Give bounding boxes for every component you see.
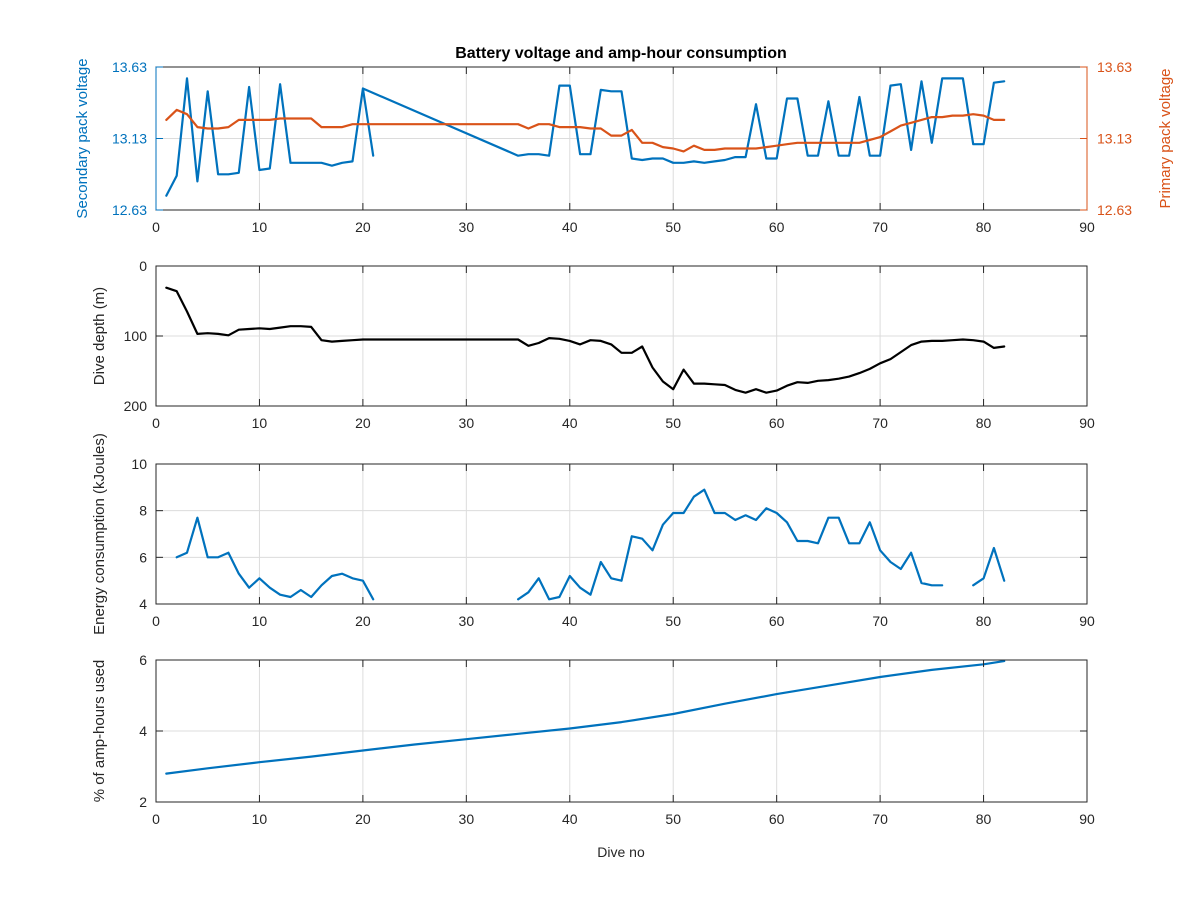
y-tick-label: 10: [131, 456, 147, 472]
subplot-1: 0 10 20 30 40 50 60 70 80 9012.6313.1313.6312.631…: [74, 58, 1174, 235]
axes-box: [155, 463, 1088, 605]
y-tick-label: 13.63: [112, 59, 147, 75]
x-tick-label: 30: [459, 811, 475, 827]
x-tick-label: 40: [562, 415, 578, 431]
x-tick-label: 70: [872, 415, 888, 431]
x-tick-label: 60: [769, 219, 785, 235]
x-tick-label: 70: [872, 811, 888, 827]
x-tick-label: 50: [665, 415, 681, 431]
x-tick-label: 80: [976, 415, 992, 431]
x-tick-label: 20: [355, 219, 371, 235]
x-tick-label: 20: [355, 613, 371, 629]
x-tick-label: 10: [252, 811, 268, 827]
y-tick-label: 6: [139, 549, 147, 565]
y2-tick-label: 13.63: [1097, 59, 1132, 75]
x-tick-label: 20: [355, 811, 371, 827]
x-tick-label: 20: [355, 415, 371, 431]
x-tick-label: 80: [976, 811, 992, 827]
series-line-data: [165, 660, 1006, 775]
y-tick-label: 6: [139, 652, 147, 668]
x-tick-label: 0: [152, 613, 160, 629]
x-tick-label: 0: [152, 415, 160, 431]
x-tick-label: 60: [769, 811, 785, 827]
y-axis-label: Dive depth (m): [91, 287, 108, 385]
x-tick-label: 0: [152, 219, 160, 235]
subplot-2: 0 10 20 30 40 50 60 70 80 90 0 100 200 Dive depth (m): [91, 258, 1095, 431]
x-tick-label: 90: [1079, 219, 1095, 235]
y-tick-label: 200: [124, 398, 148, 414]
series-line-data: [175, 488, 1006, 601]
x-axis-label: Dive no: [597, 844, 645, 860]
x-tick-label: 40: [562, 219, 578, 235]
y2-tick-label: 13.13: [1097, 131, 1132, 147]
x-tick-label: 40: [562, 613, 578, 629]
series-line-secondary-pack: [165, 77, 1006, 197]
x-tick-label: 10: [252, 613, 268, 629]
x-tick-label: 50: [665, 613, 681, 629]
x-tick-label: 10: [252, 219, 268, 235]
x-tick-label: 10: [252, 415, 268, 431]
x-tick-label: 30: [459, 613, 475, 629]
y-tick-label: 4: [139, 723, 147, 739]
x-tick-label: 90: [1079, 415, 1095, 431]
y-tick-label: 0: [139, 258, 147, 274]
x-tick-label: 80: [976, 613, 992, 629]
y-tick-label: 8: [139, 503, 147, 519]
x-tick-label: 80: [976, 219, 992, 235]
subplot-3: 0 10 20 30 40 50 60 70 80 90 4 6 8 10 Energy consumpti…: [91, 433, 1095, 635]
y-tick-label: 12.63: [112, 202, 147, 218]
plot-area: [156, 464, 1087, 604]
x-tick-label: 40: [562, 811, 578, 827]
x-tick-label: 70: [872, 219, 888, 235]
y2-axis-label: Primary pack voltage: [1157, 68, 1174, 208]
y-tick-label: 13.13: [112, 131, 147, 147]
y-axis-label: % of amp-hours used: [91, 660, 108, 803]
x-tick-label: 30: [459, 415, 475, 431]
y-tick-label: 2: [139, 794, 147, 810]
x-tick-label: 50: [665, 219, 681, 235]
y-axis-label: Energy consumption (kJoules): [91, 433, 108, 635]
x-tick-label: 30: [459, 219, 475, 235]
y2-tick-label: 12.63: [1097, 202, 1132, 218]
y-tick-label: 4: [139, 596, 147, 612]
subplots: 0 10 20 30 40 50 60 70 80 9012.6313.1313.6312.631…: [74, 58, 1174, 827]
y-tick-label: 100: [124, 328, 148, 344]
x-tick-label: 90: [1079, 613, 1095, 629]
series-line-data: [165, 286, 1006, 394]
x-tick-label: 90: [1079, 811, 1095, 827]
chart-title: Battery voltage and amp-hour consumption: [455, 45, 787, 62]
x-tick-label: 50: [665, 811, 681, 827]
series-line-primary-pack: [165, 108, 1006, 153]
y-axis-label: Secondary pack voltage: [74, 58, 91, 218]
x-tick-label: 0: [152, 811, 160, 827]
subplot-4: 0 10 20 30 40 50 60 70 80 90 2 4 6 % of amp-hours use…: [91, 652, 1095, 827]
x-tick-label: 60: [769, 415, 785, 431]
x-tick-label: 70: [872, 613, 888, 629]
x-tick-label: 60: [769, 613, 785, 629]
